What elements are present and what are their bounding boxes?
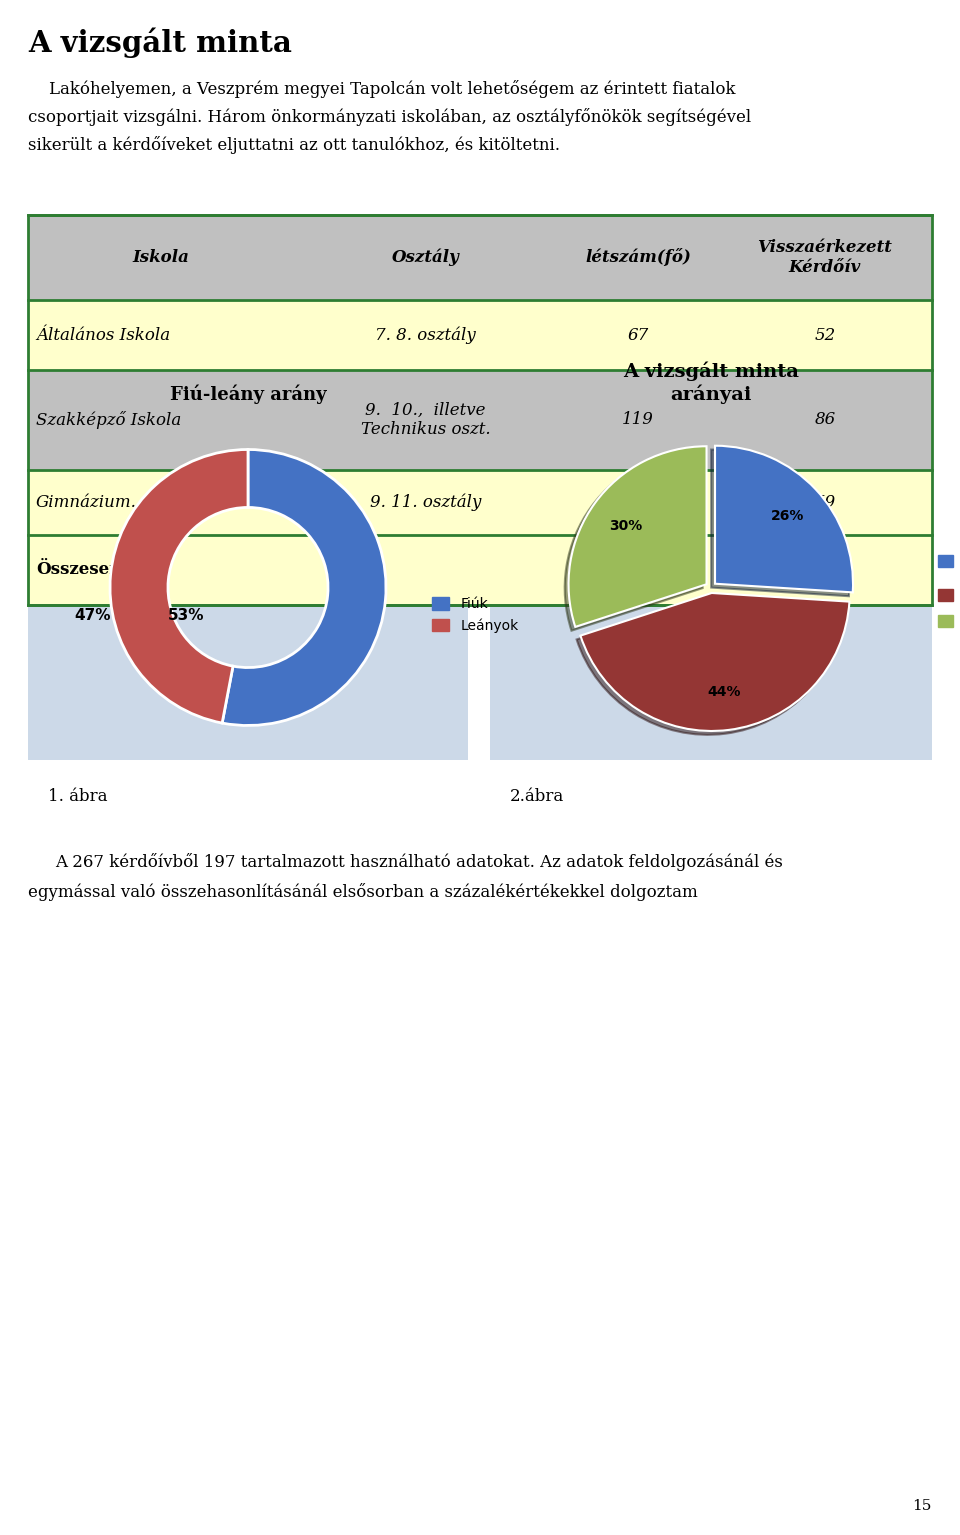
- Text: csoportjait vizsgálni. Három önkormányzati iskolában, az osztályfőnökök segítség: csoportjait vizsgálni. Három önkormányza…: [28, 107, 751, 126]
- Text: Iskola: Iskola: [132, 249, 189, 266]
- Text: Visszaérkezett
Kérdőív: Visszaérkezett Kérdőív: [757, 239, 893, 276]
- Text: 52: 52: [814, 327, 835, 344]
- Text: 7. 8. osztály: 7. 8. osztály: [375, 327, 476, 344]
- Text: 197: 197: [807, 562, 842, 579]
- Wedge shape: [222, 450, 386, 726]
- Text: 119: 119: [622, 411, 654, 428]
- Text: 267: 267: [620, 562, 656, 579]
- Wedge shape: [568, 447, 707, 626]
- Text: 1. ábra: 1. ábra: [48, 787, 108, 804]
- Text: Szakképző Iskola: Szakképző Iskola: [36, 411, 181, 428]
- Text: 9. 11. osztály: 9. 11. osztály: [370, 494, 481, 511]
- Text: Gimnázium.: Gimnázium.: [36, 494, 137, 511]
- Text: Általános Iskola: Általános Iskola: [36, 327, 170, 344]
- Legend: Általános
iskolás, Szakiskolás+
technikus, Gimnazista: Általános iskolás, Szakiskolás+ techniku…: [932, 540, 960, 634]
- Text: 30%: 30%: [610, 519, 643, 533]
- Text: 47%: 47%: [75, 608, 111, 623]
- Bar: [28, 370, 932, 470]
- Bar: [28, 536, 932, 605]
- Legend: Fiúk, Leányok: Fiúk, Leányok: [427, 593, 524, 639]
- Text: Osztály: Osztály: [392, 249, 460, 266]
- Bar: [28, 299, 932, 370]
- Bar: [490, 414, 932, 760]
- Text: 9.  10.,  illetve
Technikus oszt.: 9. 10., illetve Technikus oszt.: [361, 402, 491, 439]
- Wedge shape: [110, 450, 248, 723]
- Bar: [28, 215, 932, 605]
- Text: 15: 15: [913, 1500, 932, 1514]
- Text: Összesen:: Összesen:: [36, 562, 128, 579]
- Bar: [28, 414, 468, 760]
- Text: létszám(fő): létszám(fő): [585, 249, 691, 267]
- Text: A vizsgált minta: A vizsgált minta: [28, 28, 292, 58]
- Text: 59: 59: [814, 494, 835, 511]
- Text: Lakóhelyemen, a Veszprém megyei Tapolcán volt lehetőségem az érintett fiatalok: Lakóhelyemen, a Veszprém megyei Tapolcán…: [28, 80, 735, 98]
- Wedge shape: [715, 445, 853, 593]
- Title: A vizsgált minta
arányai: A vizsgált minta arányai: [623, 362, 799, 404]
- Text: A 267 kérdőívből 197 tartalmazott használható adatokat. Az adatok feldolgozásáná: A 267 kérdőívből 197 tartalmazott haszná…: [55, 853, 782, 870]
- Text: 44%: 44%: [708, 685, 741, 698]
- Bar: [28, 470, 932, 536]
- Wedge shape: [581, 593, 850, 731]
- Text: 2.ábra: 2.ábra: [510, 787, 564, 804]
- Text: egymással való összehasonlításánál elsősorban a százalékértékekkel dolgoztam: egymással való összehasonlításánál elsős…: [28, 883, 698, 901]
- Text: 26%: 26%: [771, 508, 804, 523]
- Text: 53%: 53%: [168, 608, 204, 623]
- Text: 86: 86: [814, 411, 835, 428]
- Text: 67: 67: [628, 327, 649, 344]
- Bar: [28, 215, 932, 299]
- Title: Fiú-leány arány: Fiú-leány arány: [170, 384, 326, 404]
- Text: 74: 74: [628, 494, 649, 511]
- Text: sikerült a kérdőíveket eljuttatni az ott tanulókhoz, és kitöltetni.: sikerült a kérdőíveket eljuttatni az ott…: [28, 137, 560, 154]
